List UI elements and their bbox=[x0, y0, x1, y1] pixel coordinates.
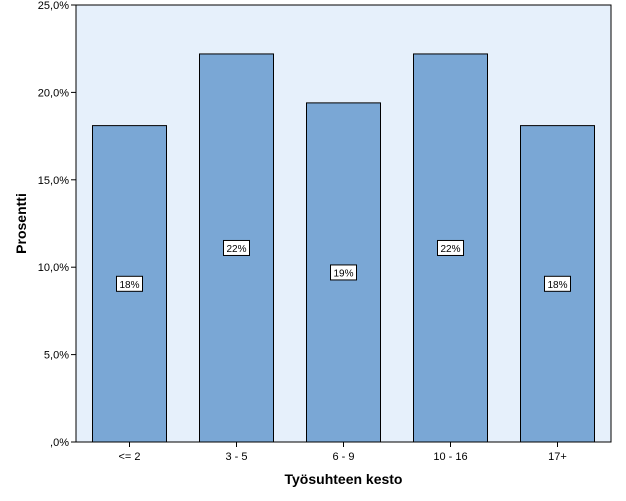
data-labels-group: 18% 22% 19% 22% 18% bbox=[116, 239, 571, 292]
y-tick-label-1: 5,0% bbox=[44, 350, 69, 362]
data-label-4: 18% bbox=[547, 280, 567, 291]
data-label-box-0 bbox=[116, 275, 143, 292]
data-label-box-3 bbox=[437, 239, 464, 256]
data-label-box-1 bbox=[223, 239, 250, 256]
y-tick-label-0: ,0% bbox=[50, 437, 69, 449]
x-tick-label-1: 3 - 5 bbox=[225, 451, 247, 463]
data-label-box-4 bbox=[544, 275, 571, 292]
data-label-1: 22% bbox=[226, 244, 246, 255]
x-axis-title: Työsuhteen kesto bbox=[285, 471, 403, 487]
y-tick-label-2: 10,0% bbox=[38, 262, 69, 274]
data-label-3: 22% bbox=[440, 244, 460, 255]
y-axis: ,0% 5,0% 10,0% 15,0% 20,0% 25,0% bbox=[38, 0, 76, 449]
data-label-2: 19% bbox=[333, 268, 353, 279]
data-label-box-2 bbox=[330, 264, 357, 281]
x-tick-label-2: 6 - 9 bbox=[332, 451, 354, 463]
x-tick-label-3: 10 - 16 bbox=[433, 451, 467, 463]
y-tick-label-3: 15,0% bbox=[38, 175, 69, 187]
x-axis: <= 2 3 - 5 6 - 9 10 - 16 17+ bbox=[118, 442, 567, 463]
y-tick-label-4: 20,0% bbox=[38, 87, 69, 99]
data-label-0: 18% bbox=[119, 280, 139, 291]
y-tick-label-5: 25,0% bbox=[38, 0, 69, 12]
x-tick-label-0: <= 2 bbox=[118, 451, 140, 463]
y-axis-title: Prosentti bbox=[13, 193, 29, 254]
x-tick-label-4: 17+ bbox=[548, 451, 567, 463]
